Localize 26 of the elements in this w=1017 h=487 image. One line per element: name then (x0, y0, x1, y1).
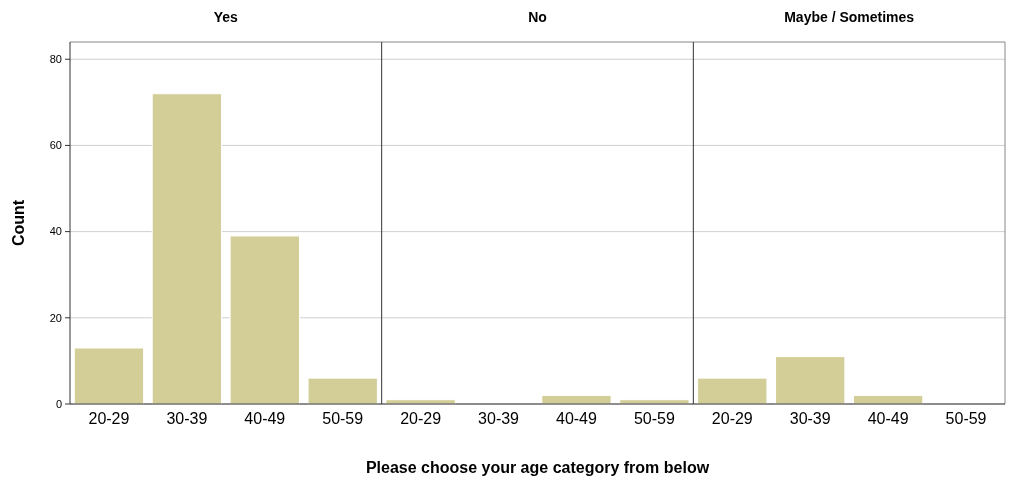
x-tick-label: 50-59 (633, 410, 675, 427)
x-tick-label: 20-29 (400, 410, 442, 427)
x-tick-label: 20-29 (88, 410, 130, 427)
x-axis-title: Please choose your age category from below (365, 459, 710, 476)
chart-title: Yes (213, 9, 239, 25)
x-tick-label: 30-39 (166, 410, 208, 427)
x-tick-label: 40-49 (556, 410, 598, 427)
bar (151, 93, 223, 405)
x-tick-label: 30-39 (789, 410, 831, 427)
bar (307, 377, 378, 405)
bar (73, 347, 145, 405)
x-tick-label: 50-59 (322, 410, 364, 427)
y-tick-label: 80 (49, 53, 62, 66)
y-axis-title: Count (10, 199, 27, 247)
x-tick-label: 20-29 (711, 410, 753, 427)
bar (229, 235, 300, 405)
y-tick-label: 20 (49, 311, 62, 324)
chart-title: Maybe / Sometimes (784, 9, 915, 25)
x-tick-label: 40-49 (244, 410, 286, 427)
x-tick-label: 40-49 (867, 410, 909, 427)
x-tick-label: 30-39 (478, 410, 520, 427)
y-tick-label: 60 (49, 139, 62, 152)
y-tick-label: 40 (49, 225, 62, 238)
y-tick-label: 0 (55, 397, 62, 410)
x-tick-label: 50-59 (945, 410, 987, 427)
chart-title: No (528, 9, 547, 25)
